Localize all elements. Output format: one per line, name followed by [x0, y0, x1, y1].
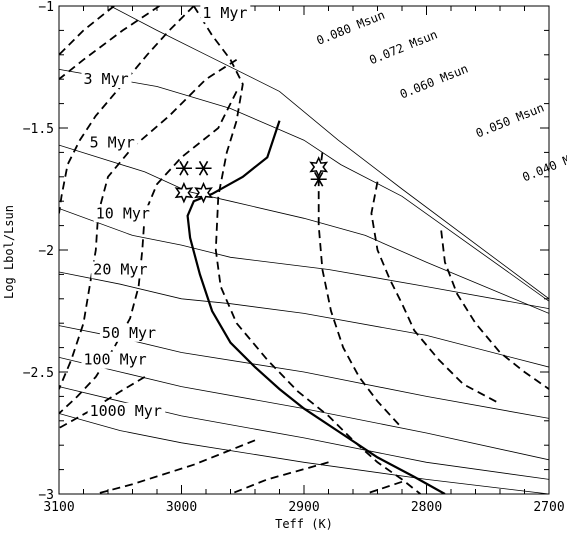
y-axis-label: Log Lbol/Lsun [2, 205, 16, 299]
asterisk-marker [175, 160, 192, 176]
dashed-track [95, 439, 256, 494]
open-star-marker [309, 156, 329, 178]
isochrone-labels: 1 Myr 3 Myr 5 Myr 10 Myr 20 Myr 50 Myr 100 Myr… [81, 4, 251, 420]
axis-ticks [58, 5, 550, 495]
mass-label: 0.080 Msun [315, 8, 387, 48]
isochrone-label: 20 Myr [93, 260, 147, 278]
mass-track-dashed [317, 152, 403, 429]
isochrone-label: 1000 Myr [90, 402, 162, 420]
dashed-track [59, 6, 115, 56]
isochrone-line [59, 69, 549, 302]
y-tick-label: −3 [38, 488, 54, 503]
x-tick-label: 2700 [533, 500, 564, 515]
x-tick-label: 3000 [166, 500, 197, 515]
label-background [87, 134, 138, 152]
y-tick-label: −1.5 [23, 122, 54, 137]
label-background [87, 402, 166, 420]
label-background [81, 71, 132, 89]
label-background [99, 324, 160, 342]
mass-track-dashed [370, 181, 501, 405]
dashed-track [59, 6, 160, 80]
mass-label: 0.060 Msun [398, 61, 470, 101]
isochrone-label: 50 Myr [102, 324, 156, 342]
mass-track-solid [186, 120, 446, 494]
dashed-track [59, 6, 195, 214]
asterisk-marker [310, 171, 327, 187]
asterisk-marker [195, 160, 212, 176]
mass-track-dashed [440, 230, 549, 390]
isochrone-label: 3 Myr [84, 70, 129, 88]
isochrone-line [59, 208, 549, 309]
isochrone-line [59, 413, 549, 494]
y-tick-label: −2.5 [23, 366, 54, 381]
isochrone-line [59, 144, 549, 314]
label-background [200, 5, 251, 23]
x-tick-label: 2900 [288, 500, 319, 515]
isochrone-label: 100 Myr [84, 351, 147, 369]
y-tick-label: −2 [38, 244, 54, 259]
isochrone-label: 1 Myr [202, 4, 247, 22]
dashed-track [59, 376, 146, 429]
open-star-marker [194, 181, 213, 204]
y-tick-labels: −1 −1.5 −2 −2.5 −3 [23, 0, 54, 503]
mass-label: 0.072 Msun [367, 27, 439, 67]
plot-border [58, 5, 550, 495]
isochrone-lines [59, 6, 549, 494]
x-tick-label: 3100 [43, 500, 74, 515]
data-markers [174, 156, 329, 204]
mass-tracks [186, 6, 549, 494]
isochrone-label: 5 Myr [90, 134, 135, 152]
label-background [93, 205, 153, 223]
isochrone-line [59, 357, 549, 461]
x-tick-label: 2800 [411, 500, 442, 515]
mass-label: 0.050 Msun [474, 100, 546, 140]
isochrone-label: 10 Myr [96, 204, 150, 222]
x-tick-labels: 3100 3000 2900 2800 2700 [43, 500, 564, 515]
mass-track-dashed [193, 6, 421, 494]
dashed-track [365, 480, 403, 494]
label-background [91, 261, 151, 279]
label-background [81, 351, 150, 369]
y-tick-label: −1 [38, 0, 54, 15]
open-star-marker [174, 181, 194, 204]
isochrone-line [59, 271, 549, 368]
plot-frame [58, 5, 550, 495]
x-axis-label: Teff (K) [275, 517, 333, 531]
mass-label: 0.040 Msun [520, 144, 567, 184]
isochrone-line [110, 6, 549, 300]
